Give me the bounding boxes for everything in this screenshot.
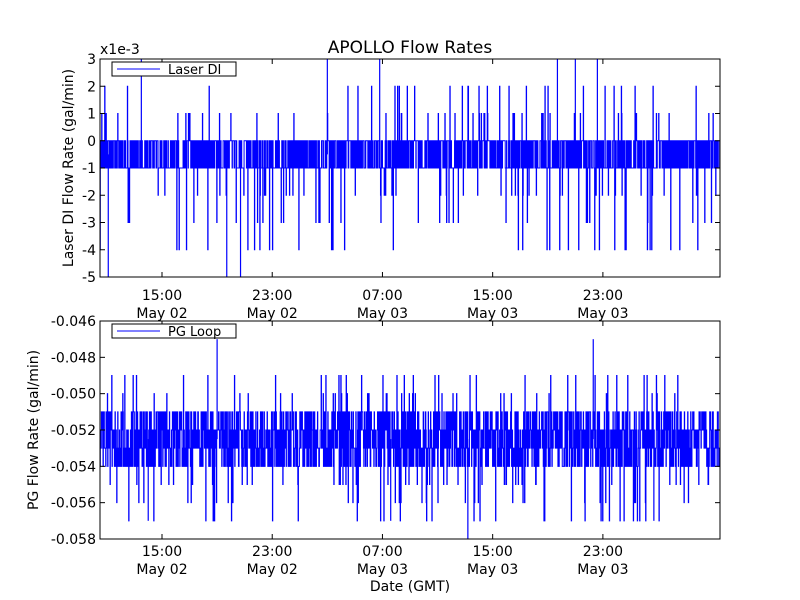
x-tick-label-time: 15:00 [472,288,512,304]
x-tick-label-date: May 03 [467,562,518,578]
y-tick-label: -0.056 [51,496,96,512]
x-tick-label-date: May 03 [577,306,628,322]
y-tick-label: -2 [82,188,96,204]
x-tick-label-time: 23:00 [583,288,623,304]
laser-di-subplot: -5 -4 -3 -2 -1 0 1 2 3 15:00 May 02 23:00 May 02 07:0… [61,42,721,322]
x-tick-label-time: 07:00 [362,288,402,304]
y-tick-label: 2 [87,79,96,95]
pg-loop-y-axis-label: PG Flow Rate (gal/min) [26,350,42,510]
x-tick-label-date: May 02 [247,562,298,578]
laser-di-offset-label: x1e-3 [100,42,140,58]
laser-di-legend-label: Laser DI [168,63,221,78]
pg-loop-ticks: -0.058 -0.056 -0.054 -0.052 -0.050 -0.048 -0.0… [51,314,720,578]
y-tick-label: 0 [87,134,96,150]
x-tick-label-date: May 03 [577,562,628,578]
x-tick-label-date: May 02 [247,306,298,322]
x-tick-label-time: 15:00 [142,288,182,304]
laser-di-y-axis-label: Laser DI Flow Rate (gal/min) [61,69,77,267]
y-tick-label: -0.054 [51,459,96,475]
laser-di-series-group [99,59,721,277]
x-tick-label-time: 15:00 [142,544,182,560]
laser-di-ticks: -5 -4 -3 -2 -1 0 1 2 3 15:00 May 02 23:00 May 02 07:0… [82,52,720,322]
series-line-laser-di [99,85,721,251]
laser-di-legend: Laser DI [111,61,237,78]
pg-loop-legend-box [111,323,237,339]
y-tick-label: 3 [87,52,96,68]
x-tick-label-time: 23:00 [252,288,292,304]
y-tick-label: -0.058 [51,532,96,548]
y-tick-label: -0.046 [51,314,96,330]
y-tick-label: -1 [82,161,96,177]
x-tick-label-time: 23:00 [252,544,292,560]
x-axis-label: Date (GMT) [370,579,450,595]
pg-loop-legend-label: PG Loop [168,325,221,340]
x-tick-label-date: May 03 [357,306,408,322]
x-tick-label-time: 23:00 [583,544,623,560]
x-tick-label-date: May 02 [136,562,187,578]
x-tick-label-time: 15:00 [472,544,512,560]
figure-title: APOLLO Flow Rates [328,38,493,58]
laser-di-legend-box [111,61,237,77]
pg-loop-subplot: -0.058 -0.056 -0.054 -0.052 -0.050 -0.048 -0.0… [26,314,721,595]
y-tick-label: -0.050 [51,387,96,403]
y-tick-label: -5 [82,270,96,286]
y-tick-label: -3 [82,216,96,232]
x-tick-label-date: May 02 [136,306,187,322]
x-tick-label-date: May 03 [467,306,518,322]
y-tick-label: -0.052 [51,423,96,439]
y-tick-label: -0.048 [51,350,96,366]
pg-loop-series-group [99,339,721,539]
series-line-pg-loop [99,375,721,522]
y-tick-label: -4 [82,243,96,259]
x-tick-label-date: May 03 [357,562,408,578]
pg-loop-legend: PG Loop [111,323,237,340]
y-tick-label: 1 [87,107,96,123]
x-tick-label-time: 07:00 [362,544,402,560]
